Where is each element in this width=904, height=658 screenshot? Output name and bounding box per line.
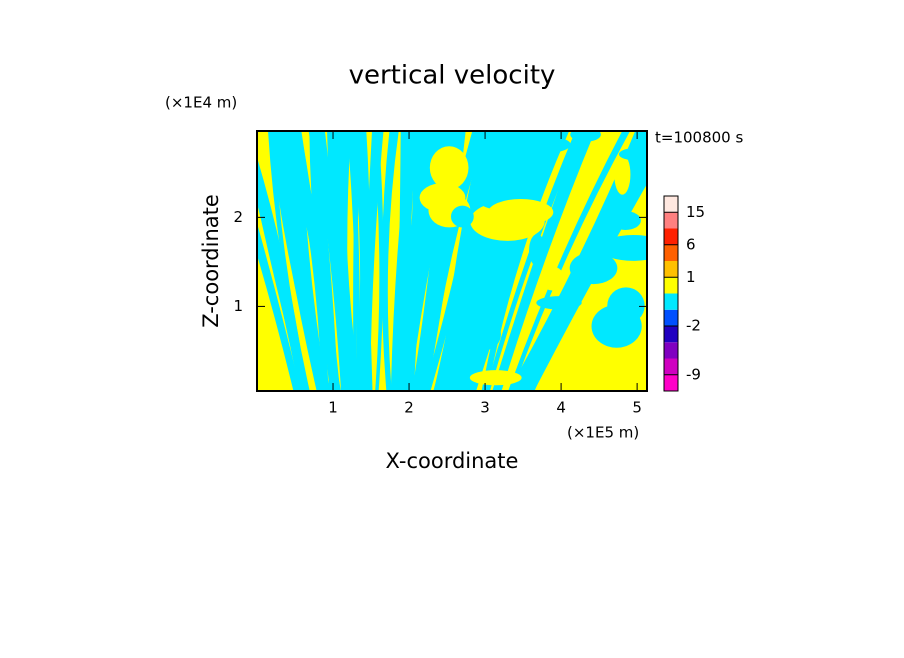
field-stripe (372, 131, 384, 391)
field-blob (450, 205, 474, 228)
field-blob (526, 136, 571, 153)
field-stripe (419, 131, 460, 391)
field-stripe (337, 131, 360, 391)
field-stripe (440, 131, 501, 391)
colorbar-tick-label: -9 (686, 365, 701, 383)
y-tick-label: 2 (233, 208, 243, 226)
colorbar-tick-label: 15 (686, 203, 705, 221)
field-blob (469, 370, 522, 386)
x-tick-label: 4 (556, 399, 566, 417)
colorbar-segment (664, 358, 678, 375)
field-blob (618, 147, 647, 161)
x-tick-label: 5 (632, 399, 642, 417)
field-blob (540, 266, 565, 291)
field-stripe (508, 131, 631, 391)
field-stripe (257, 157, 307, 391)
field-stripe (268, 131, 310, 391)
field-stripe (276, 131, 332, 391)
field-stripe (420, 131, 487, 391)
field-blob (607, 287, 645, 325)
field-stripe (257, 223, 301, 391)
field-blob (614, 154, 631, 195)
colorbar-segment (664, 326, 678, 343)
colorbar-tick-label: 6 (686, 235, 696, 253)
colorbar-segment (664, 196, 678, 213)
colorbar-tick-label: 1 (686, 268, 696, 286)
colorbar-segment (664, 293, 678, 310)
x-tick-label: 2 (404, 399, 414, 417)
y-axis-title: Z-coordinate (199, 194, 223, 328)
field-blob (488, 274, 509, 308)
colorbar-tick-label: -2 (686, 317, 701, 335)
field-stripe (492, 131, 596, 391)
colorbar-segment (664, 374, 678, 391)
field-blob (599, 235, 647, 261)
plot-frame (256, 130, 648, 392)
colorbar-segment (664, 342, 678, 359)
y-tick-label: 1 (233, 297, 243, 315)
field-blob (469, 318, 501, 351)
colorbar-segment (664, 212, 678, 229)
field-stripe (399, 131, 440, 391)
field-blob (488, 198, 554, 226)
x-unit: (×1E5 m) (567, 424, 639, 442)
field-blob (609, 211, 641, 230)
field-blob (419, 183, 466, 213)
field-blob (570, 131, 601, 142)
field-stripe (381, 131, 399, 391)
x-tick-label: 1 (328, 399, 338, 417)
field-stripe (308, 131, 339, 391)
colorbar-segment (664, 277, 678, 294)
field-stripe (481, 131, 570, 391)
colorbar-frame (663, 195, 679, 392)
x-axis-title: X-coordinate (386, 449, 519, 473)
colorbar-segment (664, 228, 678, 245)
field-stripe (350, 131, 373, 391)
colorbar-segment (664, 261, 678, 278)
field-blob (569, 252, 618, 285)
y-unit: (×1E4 m) (165, 94, 237, 112)
field-stripe (309, 131, 342, 391)
field-blob (429, 146, 469, 190)
chart-title: vertical velocity (349, 61, 556, 91)
x-tick-label: 3 (480, 399, 490, 417)
field-stripe (395, 131, 417, 391)
colorbar-segment (664, 244, 678, 261)
field-stripe (312, 131, 349, 391)
colorbar-segment (664, 309, 678, 326)
field-stripe (284, 131, 327, 391)
field-blob (529, 234, 546, 267)
field-stripe (449, 131, 528, 391)
time-label: t=100800 s (655, 129, 743, 147)
field-stripe (269, 131, 326, 391)
field-stripe (289, 131, 329, 391)
field-stripe (347, 131, 361, 391)
contour-field (257, 131, 647, 391)
field-blob (536, 296, 582, 310)
field-stripe (485, 131, 584, 391)
